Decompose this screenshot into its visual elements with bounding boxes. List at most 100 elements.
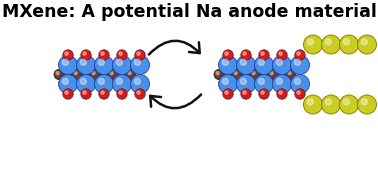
Circle shape [307,99,313,105]
Circle shape [295,50,305,60]
FancyArrowPatch shape [150,94,201,108]
Circle shape [216,71,219,75]
Circle shape [286,70,296,80]
Circle shape [116,78,122,84]
Circle shape [288,71,291,75]
Circle shape [117,50,127,60]
Circle shape [62,59,68,65]
Circle shape [339,35,358,54]
Circle shape [108,70,118,80]
Circle shape [65,52,68,55]
Circle shape [325,99,332,105]
Circle shape [81,89,91,99]
Circle shape [241,89,251,99]
Circle shape [322,95,341,114]
Circle shape [65,91,68,94]
Circle shape [240,78,246,84]
Circle shape [218,75,237,93]
Circle shape [259,50,269,60]
Circle shape [273,75,291,93]
Circle shape [54,70,64,80]
Circle shape [110,71,113,75]
Circle shape [234,71,237,75]
Circle shape [119,91,122,94]
Circle shape [128,71,131,75]
Circle shape [63,89,73,99]
Circle shape [98,59,104,65]
Circle shape [258,59,264,65]
Circle shape [62,78,68,84]
Circle shape [117,89,127,99]
Circle shape [81,50,91,60]
Circle shape [252,71,255,75]
Circle shape [291,56,310,75]
Circle shape [134,59,140,65]
Circle shape [59,75,77,93]
Circle shape [243,52,246,55]
Circle shape [304,95,322,114]
Circle shape [273,56,291,75]
Circle shape [223,50,233,60]
Circle shape [279,52,282,55]
Circle shape [80,78,87,84]
Circle shape [214,70,224,80]
Circle shape [297,91,300,94]
Circle shape [304,35,322,54]
Circle shape [72,70,82,80]
Circle shape [258,78,264,84]
Circle shape [307,39,313,45]
Circle shape [294,78,301,84]
Circle shape [254,75,274,93]
Circle shape [361,39,367,45]
Circle shape [218,56,237,75]
Circle shape [135,50,145,60]
Circle shape [232,70,242,80]
Circle shape [343,99,349,105]
Circle shape [237,75,256,93]
Circle shape [137,91,140,94]
Circle shape [56,71,59,75]
Circle shape [291,75,310,93]
Circle shape [116,59,122,65]
Circle shape [74,71,77,75]
Circle shape [250,70,260,80]
Circle shape [113,75,132,93]
Circle shape [240,59,246,65]
Circle shape [63,50,73,60]
Circle shape [276,59,282,65]
Circle shape [243,91,246,94]
Circle shape [270,71,273,75]
Circle shape [277,89,287,99]
Circle shape [343,39,349,45]
Circle shape [222,59,228,65]
Circle shape [94,75,113,93]
Circle shape [99,50,109,60]
Circle shape [295,89,305,99]
Circle shape [101,91,104,94]
Circle shape [358,35,376,54]
Circle shape [325,39,332,45]
Circle shape [276,78,282,84]
Circle shape [76,56,96,75]
Circle shape [101,52,104,55]
Circle shape [98,78,104,84]
Circle shape [294,59,301,65]
Circle shape [134,78,140,84]
Circle shape [80,59,87,65]
Circle shape [279,91,282,94]
Circle shape [261,91,264,94]
Circle shape [137,52,140,55]
Circle shape [59,56,77,75]
Circle shape [225,91,228,94]
Circle shape [130,75,150,93]
Circle shape [99,89,109,99]
Circle shape [241,50,251,60]
Circle shape [297,52,300,55]
Text: MXene: A potential Na anode material: MXene: A potential Na anode material [2,3,376,21]
Circle shape [90,70,100,80]
Circle shape [277,50,287,60]
Circle shape [92,71,95,75]
Circle shape [361,99,367,105]
Circle shape [339,95,358,114]
Circle shape [259,89,269,99]
